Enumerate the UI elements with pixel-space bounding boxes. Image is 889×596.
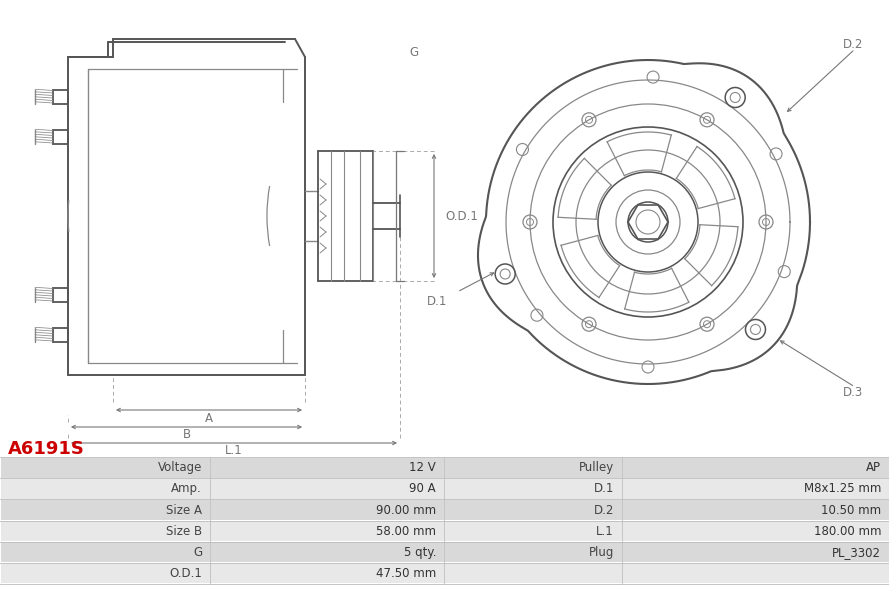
Bar — [622, 500, 888, 520]
Bar — [622, 479, 888, 499]
Text: A6191S: A6191S — [8, 440, 84, 458]
Bar — [211, 500, 444, 520]
Text: D.1: D.1 — [427, 296, 447, 309]
Text: M8x1.25 mm: M8x1.25 mm — [804, 482, 881, 495]
Bar — [444, 458, 621, 478]
Text: D.2: D.2 — [843, 39, 863, 51]
Bar — [211, 458, 444, 478]
Text: B: B — [182, 429, 190, 442]
Text: D.1: D.1 — [594, 482, 614, 495]
Text: G: G — [193, 546, 202, 558]
Text: A: A — [205, 411, 213, 424]
Bar — [622, 563, 888, 583]
Text: 90 A: 90 A — [409, 482, 436, 495]
Text: 180.00 mm: 180.00 mm — [813, 524, 881, 538]
Text: 5 qty.: 5 qty. — [404, 546, 436, 558]
Text: O.D.1: O.D.1 — [445, 210, 478, 222]
Text: AP: AP — [866, 461, 881, 474]
Text: L.1: L.1 — [597, 524, 614, 538]
Text: PL_3302: PL_3302 — [832, 546, 881, 558]
Bar — [1, 500, 210, 520]
Text: O.D.1: O.D.1 — [169, 567, 202, 580]
Text: 47.50 mm: 47.50 mm — [376, 567, 436, 580]
Text: D.3: D.3 — [843, 386, 863, 399]
Bar — [444, 542, 621, 562]
Text: Size B: Size B — [166, 524, 202, 538]
Bar — [211, 542, 444, 562]
Bar — [444, 500, 621, 520]
Bar — [444, 479, 621, 499]
Text: G: G — [410, 45, 419, 58]
Bar — [444, 521, 621, 541]
Bar — [444, 563, 621, 583]
Text: Pulley: Pulley — [579, 461, 614, 474]
Text: D.2: D.2 — [594, 504, 614, 517]
Bar — [211, 479, 444, 499]
Bar — [1, 542, 210, 562]
Text: Size A: Size A — [166, 504, 202, 517]
Text: 10.50 mm: 10.50 mm — [821, 504, 881, 517]
Text: Amp.: Amp. — [172, 482, 202, 495]
Text: Voltage: Voltage — [157, 461, 202, 474]
Text: 90.00 mm: 90.00 mm — [376, 504, 436, 517]
Bar — [1, 458, 210, 478]
Bar — [1, 479, 210, 499]
Text: 58.00 mm: 58.00 mm — [376, 524, 436, 538]
Bar — [211, 521, 444, 541]
Text: L.1: L.1 — [225, 445, 243, 458]
Bar — [622, 542, 888, 562]
Text: 12 V: 12 V — [409, 461, 436, 474]
Bar — [1, 563, 210, 583]
Bar — [211, 563, 444, 583]
Bar — [622, 458, 888, 478]
Bar — [1, 521, 210, 541]
Text: Plug: Plug — [589, 546, 614, 558]
Bar — [622, 521, 888, 541]
